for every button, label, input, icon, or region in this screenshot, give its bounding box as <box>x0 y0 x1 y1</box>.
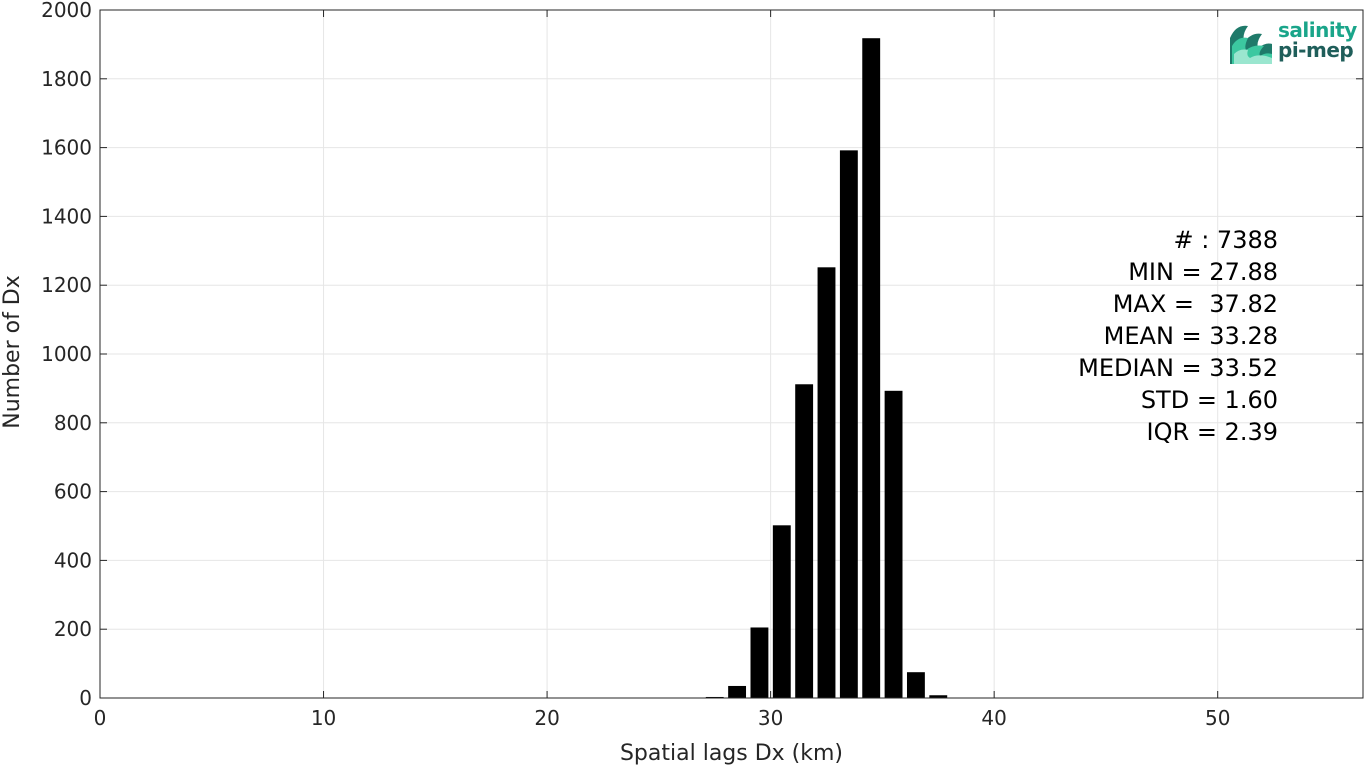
stats-line: STD = 1.60 <box>1141 386 1278 414</box>
y-tick-label: 2000 <box>41 0 92 22</box>
y-tick-label: 1600 <box>41 136 92 160</box>
x-tick-label: 40 <box>981 706 1006 730</box>
histogram-bar <box>750 627 769 698</box>
y-tick-label: 1000 <box>41 342 92 366</box>
x-tick-label: 30 <box>758 706 783 730</box>
x-tick-label: 50 <box>1205 706 1230 730</box>
stats-line: IQR = 2.39 <box>1147 418 1278 446</box>
x-tick-label: 20 <box>534 706 559 730</box>
histogram-bar <box>884 390 903 698</box>
axes <box>99 9 1364 699</box>
histogram-bar <box>817 267 836 698</box>
x-tick-label: 0 <box>94 706 107 730</box>
y-tick-label: 1200 <box>41 273 92 297</box>
stats-line: MEAN = 33.28 <box>1104 322 1278 350</box>
histogram-bar <box>906 672 925 698</box>
salinity-pi-mep-logo: salinity pi-mep <box>1226 18 1357 70</box>
y-tick-label: 1800 <box>41 67 92 91</box>
y-tick-label: 0 <box>79 686 92 710</box>
stats-line: MEDIAN = 33.52 <box>1078 354 1278 382</box>
y-tick-label: 1400 <box>41 204 92 228</box>
stats-line: MAX = 37.82 <box>1113 290 1278 318</box>
histogram-bar <box>728 685 747 698</box>
histogram-bar <box>705 696 724 698</box>
y-tick-label: 600 <box>54 480 92 504</box>
y-tick-label: 800 <box>54 411 92 435</box>
stats-line: # : 7388 <box>1173 226 1278 254</box>
stats-annotation: # : 7388 MIN = 27.88 MAX = 37.82 MEAN = 33.… <box>1078 226 1278 446</box>
y-tick-label: 200 <box>54 617 92 641</box>
stats-line: MIN = 27.88 <box>1128 258 1278 286</box>
tick-labels: 0 10 20 30 40 50 0 200 400 600 800 1000 1200 1400 1600… <box>41 0 1230 730</box>
histogram-bar <box>929 695 948 698</box>
logo-text-salinity: salinity <box>1278 18 1357 42</box>
y-axis-title: Number of Dx <box>0 275 25 429</box>
histogram-bar <box>839 150 858 699</box>
x-tick-label: 10 <box>311 706 336 730</box>
histogram-bar <box>772 525 791 698</box>
logo-text-pi-mep: pi-mep <box>1278 38 1354 62</box>
waves-icon <box>1230 25 1272 64</box>
bars <box>705 38 948 699</box>
y-tick-label: 400 <box>54 548 92 572</box>
histogram-bar <box>862 38 881 698</box>
histogram-bar <box>795 384 814 698</box>
x-axis-title: Spatial lags Dx (km) <box>620 741 843 766</box>
grid-lines <box>99 9 1363 699</box>
